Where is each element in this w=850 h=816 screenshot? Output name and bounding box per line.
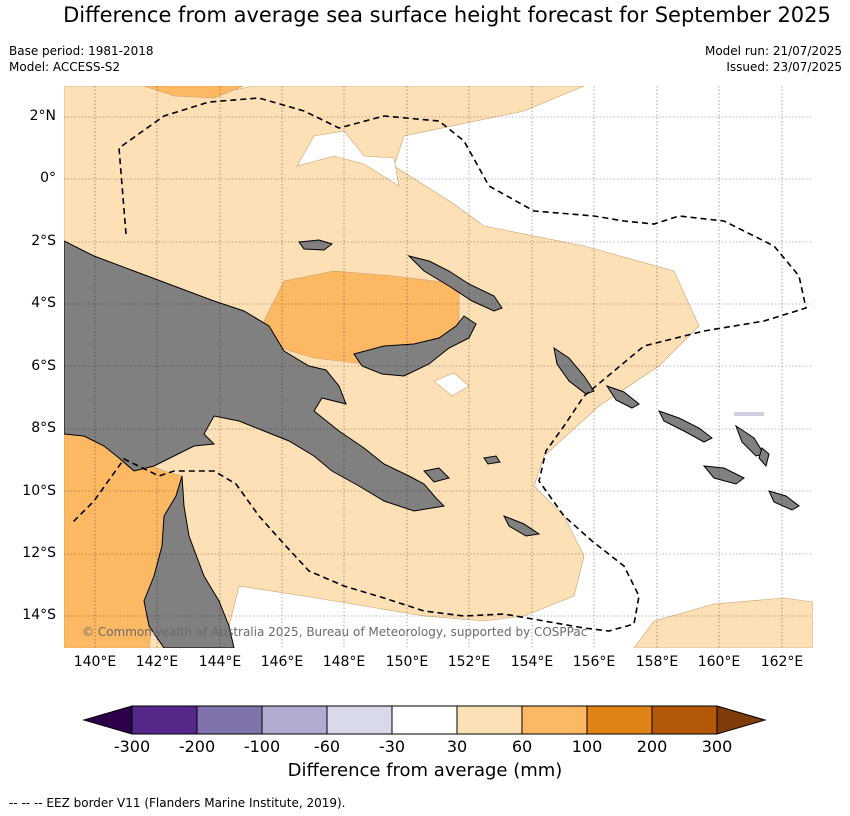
colorbar-tick: 200 [636, 737, 668, 756]
colorbar-segment [651, 705, 718, 735]
lat-label: 2°N [29, 108, 56, 124]
colorbar-segment [391, 705, 458, 735]
lon-label: 144°E [198, 654, 242, 670]
land-manus [298, 239, 334, 251]
land-louisiade [502, 515, 541, 537]
lat-label: 14°S [22, 607, 56, 623]
colorbar-extend-low [82, 705, 133, 735]
lon-label: 146°E [260, 654, 304, 670]
land-solomon-isabel [658, 410, 713, 443]
land-dentrecasteaux [423, 467, 450, 483]
model-run: Model run: 21/07/2025 [704, 44, 842, 58]
colorbar-tick: -200 [178, 737, 216, 756]
colorbar-segment [456, 705, 523, 735]
map-title: Difference from average sea surface heig… [63, 3, 831, 27]
lat-label: 8°S [31, 420, 56, 436]
lon-label: 150°E [385, 654, 429, 670]
anomaly-60-100-top [143, 86, 245, 99]
colorbar-segment [196, 705, 263, 735]
lat-label: 10°S [22, 483, 56, 499]
map-panel: © Commonwealth of Australia 2025, Bureau… [64, 86, 813, 648]
land-new-ireland [407, 255, 503, 312]
lon-label: 158°E [635, 654, 679, 670]
model-name: Model: ACCESS-S2 [9, 60, 121, 74]
anomaly-neutral-pocket [296, 130, 400, 187]
land-rennell [734, 412, 764, 416]
lon-label: 142°E [135, 654, 179, 670]
lon-label: 154°E [510, 654, 554, 670]
lat-label: 0° [40, 170, 56, 186]
eez-border [71, 97, 807, 632]
lon-label: 152°E [447, 654, 491, 670]
lon-label: 156°E [572, 654, 616, 670]
land-solomon-guadalcanal [702, 465, 745, 485]
land-new-britain [353, 315, 477, 377]
colorbar-segment [521, 705, 588, 735]
colorbar-segments [82, 705, 767, 735]
colorbar-tick: 300 [701, 737, 733, 756]
colorbar-tick: -30 [378, 737, 406, 756]
eez-footnote: -- -- -- EEZ border V11 (Flanders Marine… [9, 796, 346, 810]
copyright-text: © Commonwealth of Australia 2025, Bureau… [82, 625, 588, 639]
colorbar-tick: 30 [446, 737, 468, 756]
lon-label: 160°E [697, 654, 741, 670]
base-period: Base period: 1981-2018 [9, 44, 154, 58]
gridlines [64, 86, 813, 648]
anomaly-neutral-pocket-2 [433, 372, 470, 397]
colorbar-segment [131, 705, 198, 735]
header-right: Model run: 21/07/2025 Issued: 23/07/2025 [705, 43, 842, 75]
lat-label: 6°S [31, 358, 56, 374]
colorbar-tick: 100 [571, 737, 603, 756]
lon-label: 148°E [322, 654, 366, 670]
colorbar-segment [326, 705, 393, 735]
header-left: Base period: 1981-2018 Model: ACCESS-S2 [9, 43, 154, 75]
colorbar-tick: -60 [313, 737, 341, 756]
land-solomon-malaita [734, 424, 765, 457]
land-bougainville [553, 346, 595, 395]
land-solomon-choiseul [605, 385, 640, 409]
issued-date: Issued: 23/07/2025 [726, 60, 842, 74]
anomaly-30-60-southeast [633, 597, 813, 648]
land-cape-york [143, 475, 235, 648]
lat-label: 2°S [31, 233, 56, 249]
lat-label: 12°S [22, 545, 56, 561]
lon-label: 140°E [73, 654, 117, 670]
colorbar-tick: 60 [511, 737, 533, 756]
colorbar-tick: -300 [113, 737, 151, 756]
land-new-guinea [64, 240, 446, 512]
colorbar-label: Difference from average (mm) [287, 760, 563, 781]
map-svg [64, 86, 813, 648]
land-solomon-makira [768, 490, 800, 511]
land-trobriand [483, 455, 501, 465]
lon-label: 162°E [760, 654, 804, 670]
lat-label: 4°S [31, 295, 56, 311]
colorbar [82, 705, 767, 735]
colorbar-segment [586, 705, 653, 735]
colorbar-segment [261, 705, 328, 735]
colorbar-tick: -100 [243, 737, 281, 756]
land-vanuatu-north [758, 447, 770, 468]
colorbar-extend-high [716, 705, 767, 735]
